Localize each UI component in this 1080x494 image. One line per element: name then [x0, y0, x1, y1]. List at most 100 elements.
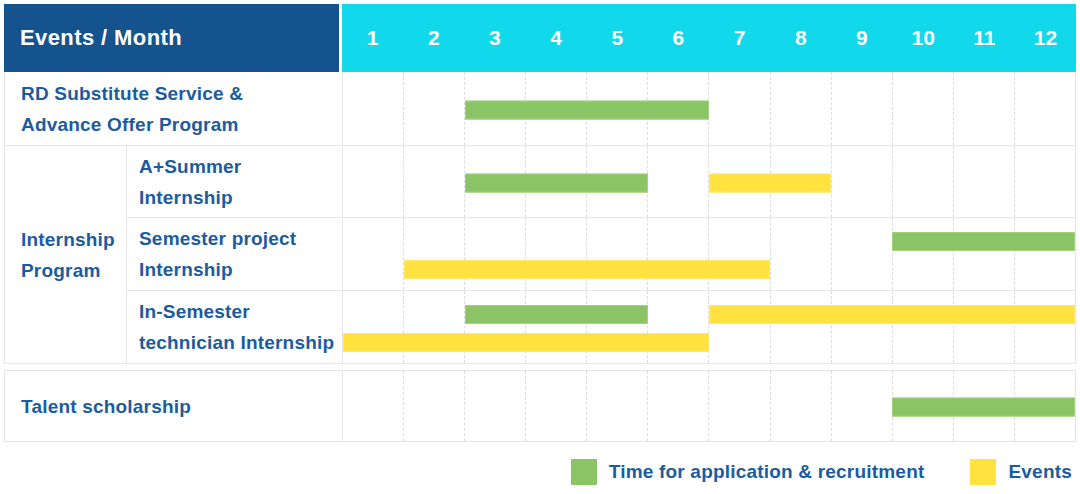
month-column — [953, 218, 1014, 290]
month-column — [464, 291, 525, 363]
month-column — [343, 371, 403, 441]
month-column — [403, 218, 464, 290]
month-column — [343, 146, 403, 217]
legend: Time for application & recruitment Event… — [571, 459, 1072, 485]
chart-area — [343, 291, 1075, 363]
chart-area — [343, 72, 1075, 145]
events-month-header: Events / Month — [4, 4, 339, 72]
month-column — [831, 72, 892, 145]
table-row: RD Substitute Service & Advance Offer Pr… — [5, 72, 1075, 146]
month-column — [464, 371, 525, 441]
chart-area — [343, 218, 1075, 290]
gantt-bar-application — [892, 398, 1075, 417]
month-column — [708, 72, 769, 145]
table-section: Talent scholarship — [4, 370, 1076, 442]
legend-label-application: Time for application & recruitment — [609, 461, 925, 483]
gantt-bar-events — [709, 305, 1075, 324]
month-column — [647, 218, 708, 290]
month-header-label: 5 — [587, 4, 648, 72]
month-header: 123456789101112 — [342, 4, 1076, 72]
chart-area — [343, 146, 1075, 217]
month-column — [1014, 291, 1075, 363]
month-column — [708, 291, 769, 363]
subrow-label: A+Summer Internship — [127, 146, 343, 217]
gantt-bar-events — [709, 173, 831, 192]
month-header-label: 9 — [831, 4, 892, 72]
month-column — [343, 218, 403, 290]
gantt-bar-application — [465, 305, 648, 324]
month-column — [403, 146, 464, 217]
table-header-row: Events / Month 123456789101112 — [4, 4, 1076, 72]
month-column — [647, 371, 708, 441]
month-header-label: 7 — [709, 4, 770, 72]
month-column — [1014, 146, 1075, 217]
table-subrow: In-Semester technician Internship — [127, 291, 1075, 363]
row-label: Talent scholarship — [5, 371, 343, 441]
gantt-bar-events — [343, 333, 709, 352]
month-column — [831, 371, 892, 441]
month-column — [403, 72, 464, 145]
month-header-label: 10 — [893, 4, 954, 72]
month-column — [770, 371, 831, 441]
month-column — [647, 146, 708, 217]
month-header-label: 11 — [954, 4, 1015, 72]
month-header-label: 4 — [526, 4, 587, 72]
month-column — [1014, 218, 1075, 290]
month-header-label: 3 — [464, 4, 525, 72]
month-column — [525, 218, 586, 290]
row-label: RD Substitute Service & Advance Offer Pr… — [5, 72, 343, 145]
month-column — [708, 371, 769, 441]
month-column — [831, 291, 892, 363]
month-column — [343, 72, 403, 145]
month-header-label: 1 — [342, 4, 403, 72]
month-column — [831, 146, 892, 217]
table-row: Talent scholarship — [5, 371, 1075, 441]
month-column — [770, 72, 831, 145]
month-column — [892, 218, 953, 290]
month-column — [647, 291, 708, 363]
month-header-label: 12 — [1015, 4, 1076, 72]
month-column — [708, 218, 769, 290]
subrow-label: In-Semester technician Internship — [127, 291, 343, 363]
month-column — [770, 218, 831, 290]
legend-swatch-application-icon — [571, 459, 597, 485]
month-column — [586, 371, 647, 441]
month-column — [586, 291, 647, 363]
table-body: RD Substitute Service & Advance Offer Pr… — [4, 72, 1076, 442]
subrow-label: Semester project Internship — [127, 218, 343, 290]
month-header-label: 2 — [403, 4, 464, 72]
legend-item-events: Events — [970, 459, 1072, 485]
month-column — [403, 371, 464, 441]
gantt-chart: Events / Month 123456789101112 RD Substi… — [4, 4, 1076, 442]
gantt-bar-application — [892, 232, 1075, 251]
month-column — [953, 72, 1014, 145]
gantt-bar-application — [465, 100, 709, 119]
month-column — [525, 291, 586, 363]
legend-label-events: Events — [1008, 461, 1072, 483]
month-column — [586, 218, 647, 290]
chart-area — [343, 371, 1075, 441]
month-column — [953, 291, 1014, 363]
legend-item-application: Time for application & recruitment — [571, 459, 925, 485]
month-column — [343, 291, 403, 363]
gantt-bar-events — [404, 260, 770, 279]
month-column — [892, 146, 953, 217]
month-header-label: 6 — [648, 4, 709, 72]
month-column — [892, 72, 953, 145]
group-subrows: A+Summer InternshipSemester project Inte… — [127, 146, 1075, 363]
month-column — [1014, 72, 1075, 145]
month-header-label: 8 — [770, 4, 831, 72]
month-column — [464, 218, 525, 290]
gantt-bar-application — [465, 173, 648, 192]
month-column — [953, 146, 1014, 217]
month-column — [403, 291, 464, 363]
month-column — [525, 371, 586, 441]
month-column — [831, 218, 892, 290]
legend-swatch-events-icon — [970, 459, 996, 485]
group-row: Internship ProgramA+Summer InternshipSem… — [5, 146, 1075, 363]
table-subrow: Semester project Internship — [127, 218, 1075, 291]
group-label: Internship Program — [5, 146, 127, 363]
month-column — [892, 291, 953, 363]
table-subrow: A+Summer Internship — [127, 146, 1075, 218]
month-column — [770, 291, 831, 363]
